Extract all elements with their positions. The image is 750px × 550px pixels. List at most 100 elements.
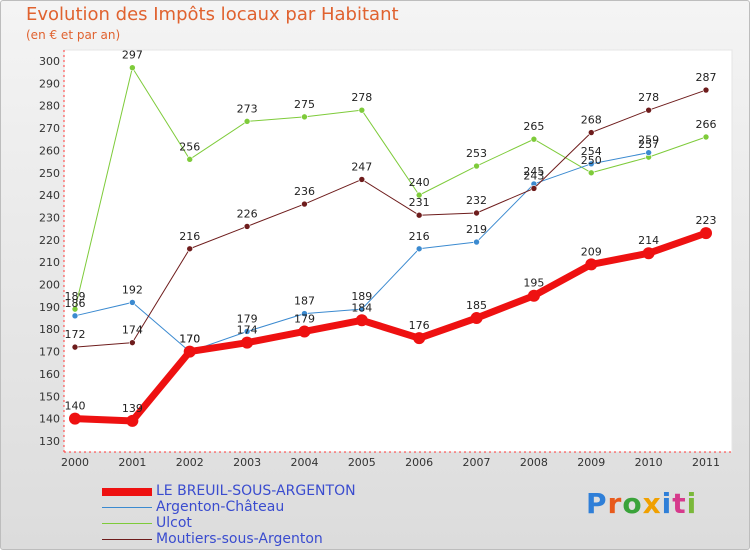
y-tick-label: 180 xyxy=(39,323,60,336)
data-label: 266 xyxy=(696,118,717,131)
data-label: 287 xyxy=(696,71,717,84)
data-point xyxy=(298,325,311,338)
data-point xyxy=(126,414,139,427)
data-label: 172 xyxy=(65,328,86,341)
legend-swatch xyxy=(102,507,152,508)
data-label: 189 xyxy=(65,290,86,303)
data-point xyxy=(415,245,423,253)
plot-background xyxy=(63,49,733,453)
y-tick-label: 230 xyxy=(39,211,60,224)
x-tick-label: 2002 xyxy=(176,456,204,469)
data-point xyxy=(301,200,308,208)
chart-title: Evolution des Impôts locaux par Habitant xyxy=(26,4,399,25)
data-point xyxy=(527,289,540,302)
logo-letter: o xyxy=(622,487,643,520)
x-tick-label: 2003 xyxy=(233,456,261,469)
data-label: 245 xyxy=(523,165,544,178)
data-point xyxy=(241,336,254,349)
data-label: 236 xyxy=(294,185,315,198)
data-label: 257 xyxy=(638,138,659,151)
data-point xyxy=(71,305,79,313)
data-label: 216 xyxy=(409,230,430,243)
x-tick-label: 2000 xyxy=(61,456,89,469)
data-point xyxy=(700,227,712,240)
series-line xyxy=(74,89,707,348)
legend-swatch xyxy=(102,488,152,496)
data-point xyxy=(702,86,710,94)
legend-label: Ulcot xyxy=(156,515,192,531)
data-point xyxy=(587,129,595,136)
data-point xyxy=(129,339,136,346)
data-point xyxy=(243,223,251,230)
logo-letter: r xyxy=(607,487,623,520)
data-label: 179 xyxy=(294,312,315,325)
data-label: 140 xyxy=(65,400,86,413)
y-tick-label: 220 xyxy=(39,234,60,247)
data-label: 184 xyxy=(351,301,372,314)
data-label: 275 xyxy=(294,98,315,111)
logo-letter: P xyxy=(586,487,608,520)
data-label: 297 xyxy=(122,49,143,62)
legend-swatch xyxy=(102,523,152,524)
x-tick-label: 2001 xyxy=(118,456,146,469)
data-point xyxy=(413,332,426,345)
data-label: 256 xyxy=(179,140,200,153)
data-point xyxy=(183,345,196,358)
logo-letter: x xyxy=(642,487,662,520)
series-line xyxy=(71,229,710,425)
data-point xyxy=(71,312,79,320)
y-tick-label: 160 xyxy=(39,368,60,381)
x-tick-label: 2010 xyxy=(635,456,663,469)
data-label: 253 xyxy=(466,147,487,160)
data-label: 187 xyxy=(294,295,315,308)
data-point xyxy=(530,185,538,192)
data-point xyxy=(243,328,251,335)
data-label: 273 xyxy=(237,102,258,115)
y-tick-label: 140 xyxy=(39,413,60,426)
data-label: 216 xyxy=(179,230,200,243)
data-label: 250 xyxy=(581,154,602,167)
data-point xyxy=(243,118,251,125)
y-tick-label: 260 xyxy=(39,144,60,157)
data-label: 170 xyxy=(179,333,200,346)
data-label: 219 xyxy=(466,223,487,236)
data-label: 179 xyxy=(237,312,258,325)
data-label: 231 xyxy=(409,196,430,209)
data-label: 223 xyxy=(696,214,717,227)
x-tick-label: 2006 xyxy=(405,456,433,469)
y-tick-label: 240 xyxy=(39,189,60,202)
data-label: 254 xyxy=(581,145,602,158)
data-label: 243 xyxy=(523,169,544,182)
data-point xyxy=(587,169,595,177)
data-label: 226 xyxy=(237,207,258,220)
data-point xyxy=(186,245,194,253)
data-label: 174 xyxy=(237,324,258,337)
data-label: 247 xyxy=(351,160,372,173)
logo-letter: t xyxy=(672,487,687,520)
data-label: 189 xyxy=(351,290,372,303)
x-tick-label: 2011 xyxy=(692,456,720,469)
data-label: 268 xyxy=(581,114,602,127)
data-point xyxy=(358,305,366,313)
legend-label: Argenton-Château xyxy=(156,499,285,515)
data-point xyxy=(587,160,595,168)
data-point xyxy=(702,133,710,141)
data-point xyxy=(129,64,136,72)
y-tick-label: 290 xyxy=(39,77,60,90)
y-tick-label: 250 xyxy=(39,167,60,180)
data-point xyxy=(301,113,308,121)
data-point xyxy=(71,343,79,351)
data-label: 278 xyxy=(351,91,372,104)
data-point xyxy=(186,156,194,163)
logo-letter: i xyxy=(661,487,673,520)
data-label: 240 xyxy=(409,176,430,189)
data-label: 139 xyxy=(122,402,143,415)
y-tick-label: 200 xyxy=(39,279,60,292)
logo-letter: i xyxy=(686,487,698,520)
x-tick-label: 2009 xyxy=(577,456,605,469)
axes: 1301401501601701801902002102202302402502… xyxy=(39,49,733,469)
x-tick-label: 2007 xyxy=(463,456,491,469)
y-tick-label: 190 xyxy=(39,301,60,314)
proxiti-logo: Proxiti xyxy=(586,487,697,520)
